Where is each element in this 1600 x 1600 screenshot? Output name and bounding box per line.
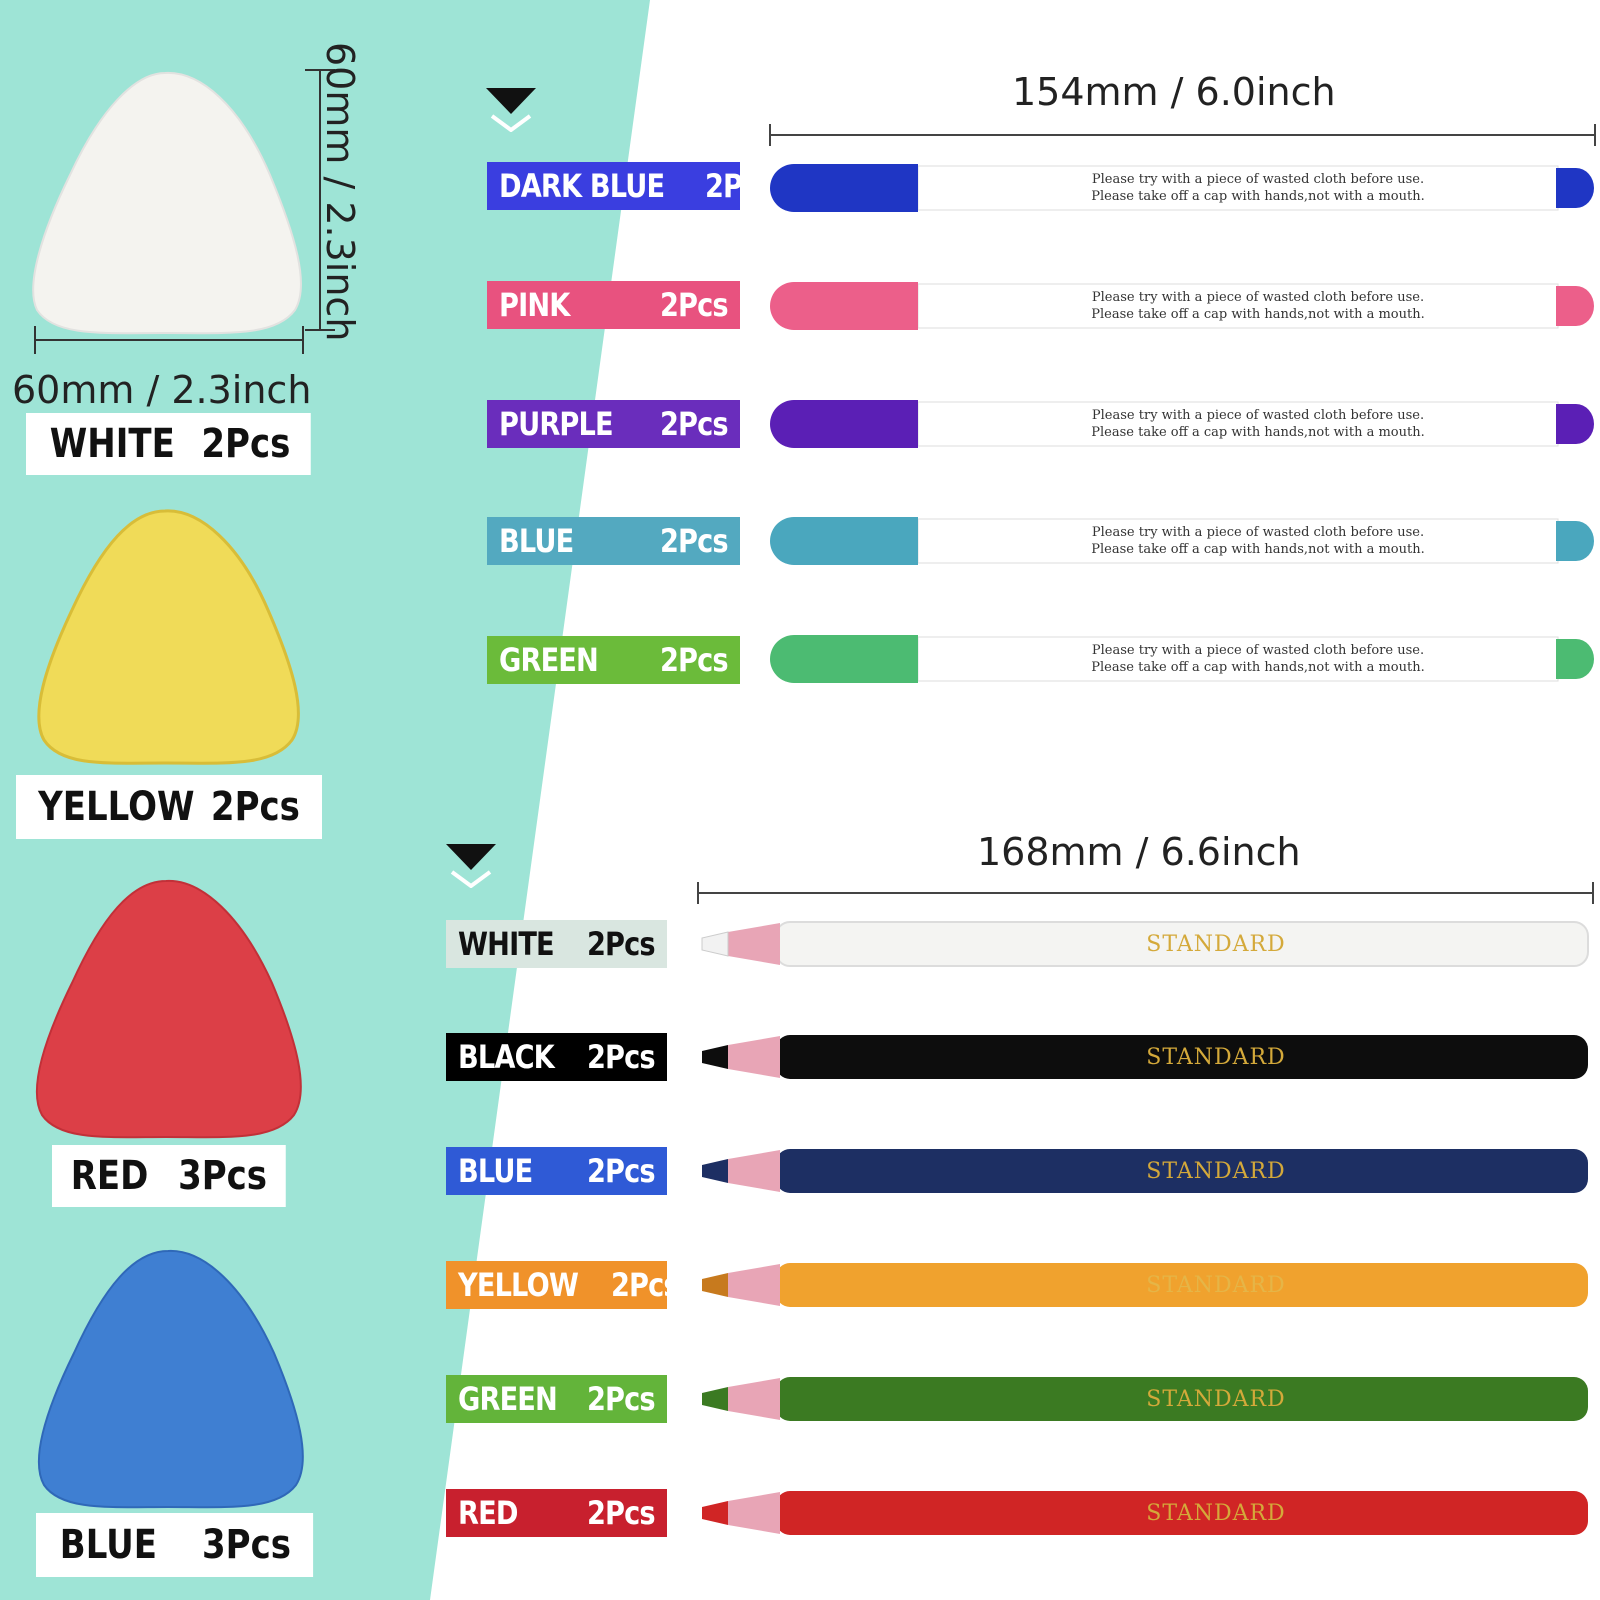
pen-pink: Please try with a piece of wasted cloth … bbox=[770, 282, 1594, 330]
pencil-count: 2Pcs bbox=[611, 1266, 680, 1304]
pencil-length-line bbox=[697, 882, 1594, 904]
pencil-name: GREEN bbox=[458, 1380, 558, 1418]
chalk-count: 2Pcs bbox=[201, 421, 291, 467]
pen-note-line2: Please take off a cap with hands,not wit… bbox=[1091, 307, 1424, 322]
pencil-name: RED bbox=[458, 1494, 518, 1532]
pen-count: 2Pcs bbox=[660, 522, 729, 560]
pencil-green: STANDARD bbox=[702, 1377, 1588, 1421]
pen-note-line1: Please try with a piece of wasted cloth … bbox=[1092, 643, 1424, 658]
pencil-name: WHITE bbox=[458, 925, 555, 963]
blue-chalk-icon bbox=[37, 1249, 304, 1509]
pen-tag-purple: PURPLE 2Pcs bbox=[487, 400, 740, 448]
pencil-tag-yellow: YELLOW 2Pcs bbox=[446, 1261, 680, 1309]
pens-triangle-icon bbox=[486, 88, 536, 132]
pen-name: BLUE bbox=[499, 522, 574, 560]
chalk-name: YELLOW bbox=[38, 784, 195, 830]
pen-note-line2: Please take off a cap with hands,not wit… bbox=[1091, 189, 1424, 204]
pencil-tag-white: WHITE 2Pcs bbox=[446, 920, 667, 968]
pencils-triangle-icon bbox=[446, 844, 496, 888]
pencil-length-label: 168mm / 6.6inch bbox=[977, 830, 1301, 874]
pencil-yellow: STANDARD bbox=[702, 1263, 1588, 1307]
pencil-brand-label: STANDARD bbox=[1146, 1045, 1285, 1070]
chalk-label-blue: BLUE 3Pcs bbox=[36, 1513, 314, 1577]
pen-tag-blue: BLUE 2Pcs bbox=[487, 517, 740, 565]
pencil-brand-label: STANDARD bbox=[1146, 1273, 1285, 1298]
pencil-count: 2Pcs bbox=[587, 1494, 656, 1532]
pencil-count: 2Pcs bbox=[587, 1152, 656, 1190]
pen-count: 2Pcs bbox=[660, 405, 729, 443]
chalk-height-label: 60mm / 2.3inch bbox=[318, 42, 362, 342]
pen-note-line2: Please take off a cap with hands,not wit… bbox=[1091, 542, 1424, 557]
pen-note-line2: Please take off a cap with hands,not wit… bbox=[1091, 425, 1424, 440]
pencil-blue: STANDARD bbox=[702, 1149, 1588, 1193]
pen-name: PINK bbox=[499, 286, 570, 324]
pencil-tag-red: RED 2Pcs bbox=[446, 1489, 667, 1537]
pencil-tag-blue: BLUE 2Pcs bbox=[446, 1147, 667, 1195]
pen-name: GREEN bbox=[499, 641, 599, 679]
pen-note-line1: Please try with a piece of wasted cloth … bbox=[1092, 525, 1424, 540]
pencil-brand-label: STANDARD bbox=[1146, 1159, 1285, 1184]
pen-dark-blue: Please try with a piece of wasted cloth … bbox=[770, 164, 1594, 212]
pen-purple: Please try with a piece of wasted cloth … bbox=[770, 400, 1594, 448]
red-chalk-icon bbox=[35, 879, 302, 1139]
pencil-name: BLUE bbox=[458, 1152, 533, 1190]
pencil-name: YELLOW bbox=[458, 1266, 579, 1304]
pen-name: PURPLE bbox=[499, 405, 614, 443]
pencil-name: BLACK bbox=[458, 1038, 555, 1076]
chalk-name: RED bbox=[70, 1153, 149, 1199]
pen-note-line2: Please take off a cap with hands,not wit… bbox=[1091, 660, 1424, 675]
chalk-name: WHITE bbox=[49, 421, 175, 467]
chalk-dimension-lines bbox=[34, 69, 335, 354]
pencil-count: 2Pcs bbox=[587, 925, 656, 963]
pencil-black: STANDARD bbox=[702, 1035, 1588, 1079]
pen-tag-green: GREEN 2Pcs bbox=[487, 636, 740, 684]
pencil-tag-green: GREEN 2Pcs bbox=[446, 1375, 667, 1423]
pen-green: Please try with a piece of wasted cloth … bbox=[770, 635, 1594, 683]
pen-length-label: 154mm / 6.0inch bbox=[1012, 70, 1336, 114]
pen-note-line1: Please try with a piece of wasted cloth … bbox=[1092, 408, 1424, 423]
pencil-brand-label: STANDARD bbox=[1146, 932, 1285, 957]
chalk-width-label: 60mm / 2.3inch bbox=[12, 368, 312, 412]
chalk-count: 3Pcs bbox=[202, 1522, 291, 1568]
pencil-tag-black: BLACK 2Pcs bbox=[446, 1033, 667, 1081]
pen-length-line bbox=[769, 124, 1596, 146]
pen-count: 2Pcs bbox=[705, 167, 774, 205]
pen-count: 2Pcs bbox=[660, 286, 729, 324]
chalk-name: BLUE bbox=[59, 1522, 158, 1568]
pen-count: 2Pcs bbox=[660, 641, 729, 679]
yellow-chalk-icon bbox=[37, 509, 300, 765]
pen-tag-dark-blue: DARK BLUE 2Pcs bbox=[487, 162, 774, 210]
chalk-count: 2Pcs bbox=[210, 784, 300, 830]
pen-tag-pink: PINK 2Pcs bbox=[487, 281, 740, 329]
pencil-red: STANDARD bbox=[702, 1491, 1588, 1535]
chalk-label-white: WHITE 2Pcs bbox=[26, 413, 311, 475]
pencil-brand-label: STANDARD bbox=[1146, 1501, 1285, 1526]
pen-blue: Please try with a piece of wasted cloth … bbox=[770, 517, 1594, 565]
pencil-count: 2Pcs bbox=[587, 1380, 656, 1418]
pen-note-line1: Please try with a piece of wasted cloth … bbox=[1092, 290, 1424, 305]
pencil-count: 2Pcs bbox=[587, 1038, 656, 1076]
white-chalk-icon bbox=[32, 71, 302, 335]
pen-note-line1: Please try with a piece of wasted cloth … bbox=[1092, 172, 1424, 187]
pen-name: DARK BLUE bbox=[499, 167, 665, 205]
chalk-label-red: RED 3Pcs bbox=[52, 1145, 286, 1207]
pencil-white: STANDARD bbox=[701, 921, 1589, 967]
chalk-count: 3Pcs bbox=[178, 1153, 268, 1199]
pencil-brand-label: STANDARD bbox=[1146, 1387, 1285, 1412]
chalk-label-yellow: YELLOW 2Pcs bbox=[16, 775, 322, 839]
